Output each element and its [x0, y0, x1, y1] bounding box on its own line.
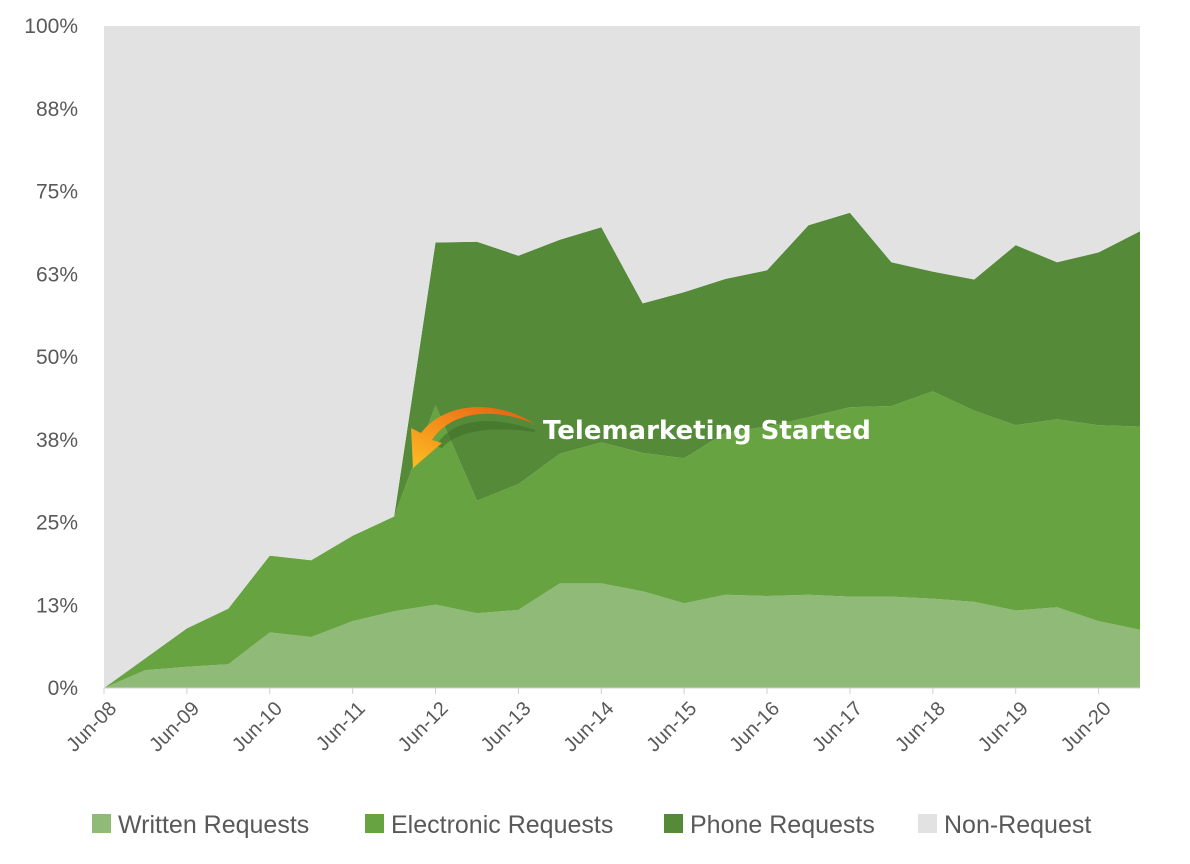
y-tick-label: 0% [48, 677, 78, 700]
x-tick-label: Jun-11 [312, 698, 370, 756]
x-tick-label: Jun-20 [1057, 698, 1116, 757]
y-tick-label: 75% [36, 181, 78, 204]
y-tick-label: 13% [36, 594, 78, 617]
x-tick-label: Jun-10 [228, 698, 287, 757]
legend-swatch [664, 814, 683, 833]
x-tick-label: Jun-18 [891, 698, 950, 757]
legend-label: Electronic Requests [391, 811, 613, 839]
annotation: Telemarketing Started [411, 406, 871, 468]
area-electronic-requests [104, 391, 1140, 688]
legend: Written Requests Electronic Requests Phone… [92, 811, 1091, 839]
stacked-areas [104, 26, 1140, 688]
x-tick-label: Jun-17 [808, 698, 867, 757]
x-tick-label: Jun-19 [974, 698, 1033, 757]
legend-swatch [365, 814, 384, 833]
annotation-arrow-shadow [436, 421, 535, 448]
area-written-requests [104, 583, 1140, 688]
legend-label: Phone Requests [690, 811, 875, 839]
legend-swatch [918, 814, 937, 833]
x-axis-ticks: Jun-08 Jun-09 Jun-10 Jun-11 Jun-12 Jun-13 Jun-… [62, 688, 1116, 757]
annotation-label: Telemarketing Started [543, 416, 871, 446]
y-tick-label: 63% [36, 263, 78, 286]
area-non-request [104, 26, 1140, 688]
legend-item: Written Requests [92, 811, 309, 839]
y-tick-label: 38% [36, 429, 78, 452]
legend-item: Electronic Requests [365, 811, 613, 839]
y-tick-label: 100% [24, 15, 78, 38]
annotation-arrow [411, 406, 535, 468]
legend-item: Non-Request [918, 811, 1091, 839]
y-tick-label: 50% [36, 346, 78, 369]
legend-item: Phone Requests [664, 811, 875, 839]
x-tick-label: Jun-15 [643, 698, 702, 757]
x-tick-label: Jun-13 [477, 698, 536, 757]
y-axis-ticks: 0% 13% 25% 38% 50% 63% 75% 88% 100% [24, 15, 78, 700]
x-tick-label: Jun-08 [62, 698, 121, 757]
legend-swatch [92, 814, 111, 833]
legend-label: Written Requests [118, 811, 309, 839]
x-tick-label: Jun-12 [394, 698, 453, 757]
x-tick-label: Jun-14 [560, 698, 619, 757]
y-tick-label: 25% [36, 512, 78, 535]
x-tick-label: Jun-09 [145, 698, 204, 757]
y-tick-label: 88% [36, 98, 78, 121]
legend-label: Non-Request [944, 811, 1091, 839]
area-phone-requests [104, 212, 1140, 688]
x-tick-label: Jun-16 [725, 698, 784, 757]
